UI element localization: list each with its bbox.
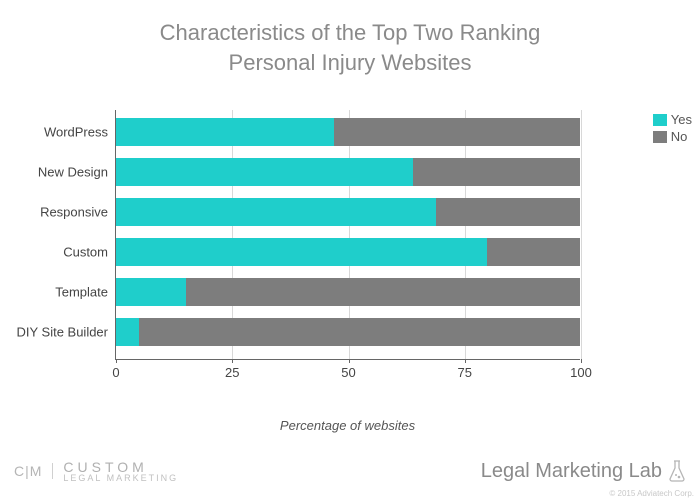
bar-segment: [139, 318, 580, 346]
bar-segment: [116, 198, 436, 226]
bar-segment: [334, 118, 580, 146]
legend-item: No: [653, 129, 692, 144]
bar-segment: [186, 278, 580, 306]
legend-swatch: [653, 114, 667, 126]
x-axis-title: Percentage of websites: [280, 390, 415, 433]
logo-right-text: Legal Marketing Lab: [481, 460, 662, 483]
chart-title: Characteristics of the Top Two Ranking P…: [0, 0, 700, 77]
legend-item: Yes: [653, 112, 692, 127]
x-tick-label: 100: [570, 359, 592, 380]
bar-row: [116, 158, 580, 186]
footer: C|M CUSTOM LEGAL MARKETING Legal Marketi…: [0, 448, 700, 500]
x-tick-label: 75: [458, 359, 472, 380]
bar-row: [116, 318, 580, 346]
logo-line2: LEGAL MARKETING: [63, 474, 178, 483]
bar-segment: [436, 198, 580, 226]
legend: Yes No: [653, 112, 692, 146]
legend-label: Yes: [671, 112, 692, 127]
bar-segment: [116, 278, 186, 306]
bar-segment: [116, 118, 334, 146]
bar-row: [116, 198, 580, 226]
bar-segment: [116, 238, 487, 266]
flask-icon: [668, 459, 686, 483]
plot-area: 0255075100WordPressNew DesignResponsiveC…: [115, 110, 580, 360]
y-category-label: Template: [55, 285, 116, 300]
copyright-text: © 2015 Adviatech Corp.: [609, 489, 694, 498]
logo-line1: CUSTOM: [63, 460, 178, 474]
x-tick-label: 50: [341, 359, 355, 380]
bar-segment: [413, 158, 580, 186]
logo-badge: C|M: [14, 463, 53, 479]
bar-row: [116, 238, 580, 266]
y-category-label: Responsive: [40, 205, 116, 220]
logo-custom-legal-marketing: C|M CUSTOM LEGAL MARKETING: [14, 460, 178, 483]
bar-row: [116, 118, 580, 146]
y-category-label: New Design: [38, 165, 116, 180]
chart-title-line1: Characteristics of the Top Two Ranking: [160, 20, 541, 45]
x-tick-label: 25: [225, 359, 239, 380]
y-category-label: WordPress: [44, 125, 116, 140]
logo-legal-marketing-lab: Legal Marketing Lab: [481, 459, 686, 483]
x-tick-label: 0: [112, 359, 119, 380]
y-category-label: DIY Site Builder: [16, 325, 116, 340]
legend-swatch: [653, 131, 667, 143]
bar-segment: [116, 318, 139, 346]
y-category-label: Custom: [63, 245, 116, 260]
chart-title-line2: Personal Injury Websites: [229, 50, 472, 75]
bar-row: [116, 278, 580, 306]
legend-label: No: [671, 129, 688, 144]
grid-line: [581, 110, 582, 359]
bar-segment: [116, 158, 413, 186]
chart: 0255075100WordPressNew DesignResponsiveC…: [115, 110, 580, 390]
bar-segment: [487, 238, 580, 266]
